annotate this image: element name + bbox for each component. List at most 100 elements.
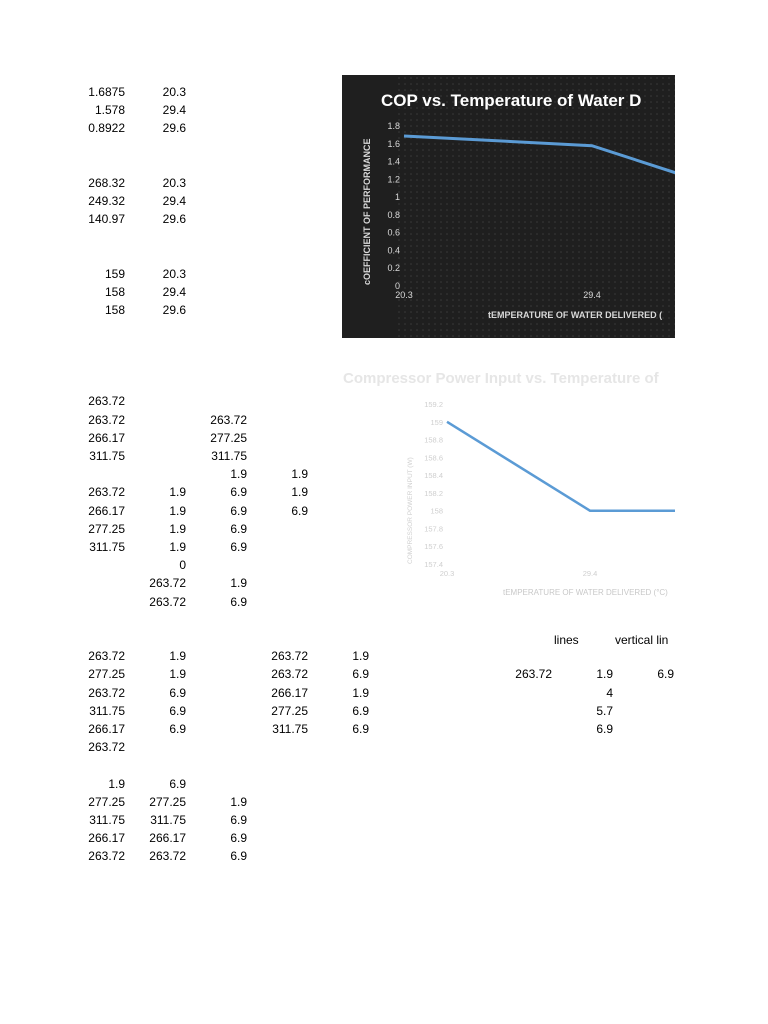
cell-r36-c1[interactable]: 266.17: [88, 722, 125, 736]
cell-r20-c3[interactable]: 277.25: [210, 430, 247, 445]
cell-r34-c8[interactable]: 4: [606, 685, 613, 700]
cell-r23-c4[interactable]: 1.9: [291, 485, 308, 500]
cell-r29-c3[interactable]: 6.9: [230, 594, 247, 609]
cell-r18-c1[interactable]: 263.72: [88, 394, 125, 409]
cell-r6-c1[interactable]: 268.32: [88, 176, 125, 190]
y-tick-label: 159: [430, 418, 443, 427]
cell-r7-c1[interactable]: 249.32: [88, 194, 125, 209]
cell-r33-c5[interactable]: 6.9: [352, 667, 369, 682]
cell-r24-c4[interactable]: 6.9: [291, 503, 308, 518]
cell-r21-c3[interactable]: 311.75: [211, 449, 247, 463]
cell-r33-c2[interactable]: 1.9: [169, 667, 186, 682]
cell-r35-c1[interactable]: 311.75: [89, 703, 125, 718]
cell-r11-c2[interactable]: 20.3: [162, 267, 186, 281]
cell-r24-c3[interactable]: 6.9: [230, 503, 247, 518]
cell-r21-c1[interactable]: 311.75: [89, 449, 125, 463]
cell-r1-c1[interactable]: 1.6875: [88, 85, 125, 99]
cell-r35-c5[interactable]: 6.9: [352, 703, 369, 718]
cell-r22-c3[interactable]: 1.9: [230, 467, 247, 482]
y-tick-label: 157.6: [424, 542, 443, 551]
cell-r37-c1[interactable]: 263.72: [88, 740, 125, 755]
y-tick-label: 1.4: [387, 157, 400, 167]
cell-r25-c3[interactable]: 6.9: [230, 521, 247, 536]
cell-r26-c1[interactable]: 311.75: [89, 540, 125, 554]
cell-r43-c1[interactable]: 263.72: [88, 849, 125, 864]
cell-r33-c1[interactable]: 277.25: [88, 667, 125, 682]
cell-r23-c3[interactable]: 6.9: [230, 485, 247, 500]
cell-r36-c5[interactable]: 6.9: [352, 722, 369, 736]
cell-r25-c2[interactable]: 1.9: [169, 521, 186, 536]
cell-r35-c4[interactable]: 277.25: [271, 703, 308, 718]
cell-r36-c4[interactable]: 311.75: [272, 722, 308, 736]
header-vertical-lines: vertical lin: [615, 633, 669, 647]
cell-r8-c1[interactable]: 140.97: [88, 212, 125, 227]
cell-r32-c2[interactable]: 1.9: [169, 649, 186, 664]
cell-r8-c2[interactable]: 29.6: [162, 212, 186, 227]
cell-r42-c1[interactable]: 266.17: [88, 831, 125, 846]
cell-r34-c4[interactable]: 266.17: [271, 685, 308, 700]
cell-r19-c3[interactable]: 263.72: [210, 412, 247, 427]
y-tick-label: 0.4: [387, 245, 400, 255]
cell-r36-c2[interactable]: 6.9: [169, 722, 186, 736]
cell-r12-c2[interactable]: 29.4: [162, 285, 186, 300]
cell-r42-c2[interactable]: 266.17: [149, 831, 186, 846]
cell-r39-c2[interactable]: 6.9: [169, 776, 186, 791]
cell-r35-c2[interactable]: 6.9: [169, 703, 186, 718]
cell-r34-c1[interactable]: 263.72: [88, 685, 125, 700]
cell-r40-c1[interactable]: 277.25: [88, 794, 125, 809]
cell-r40-c2[interactable]: 277.25: [149, 794, 186, 809]
cell-r11-c1[interactable]: 159: [104, 267, 125, 281]
cell-r39-c1[interactable]: 1.9: [108, 776, 125, 791]
cell-r33-c9[interactable]: 6.9: [657, 667, 674, 682]
series-line: [403, 134, 675, 175]
cell-r3-c2[interactable]: 29.6: [162, 121, 186, 136]
cell-r34-c5[interactable]: 1.9: [352, 685, 369, 700]
cell-r3-c1[interactable]: 0.8922: [88, 121, 125, 136]
cell-r13-c2[interactable]: 29.6: [162, 303, 186, 318]
cell-r26-c2[interactable]: 1.9: [169, 540, 186, 554]
cell-r24-c2[interactable]: 1.9: [169, 503, 186, 518]
cell-r12-c1[interactable]: 158: [104, 285, 125, 300]
cell-r22-c4[interactable]: 1.9: [291, 467, 308, 482]
compressor-power-chart[interactable]: Compressor Power Input vs. Temperature o…: [342, 362, 675, 612]
cell-r32-c1[interactable]: 263.72: [88, 649, 125, 664]
cell-r29-c2[interactable]: 263.72: [149, 594, 186, 609]
compressor-chart-svg: Compressor Power Input vs. Temperature o…: [343, 370, 675, 597]
cell-r32-c4[interactable]: 263.72: [271, 649, 308, 664]
x-tick-label: 29.4: [583, 290, 601, 300]
cell-r2-c2[interactable]: 29.4: [162, 103, 186, 118]
cell-r25-c1[interactable]: 277.25: [88, 521, 125, 536]
cell-r43-c3[interactable]: 6.9: [230, 849, 247, 864]
cell-r23-c2[interactable]: 1.9: [169, 485, 186, 500]
cell-r24-c1[interactable]: 266.17: [88, 503, 125, 518]
cell-r13-c1[interactable]: 158: [104, 303, 125, 318]
cell-r41-c3[interactable]: 6.9: [230, 813, 247, 827]
cell-r2-c1[interactable]: 1.578: [94, 103, 125, 118]
cell-r19-c1[interactable]: 263.72: [88, 412, 125, 427]
cell-r35-c8[interactable]: 5.7: [596, 703, 613, 718]
cell-r41-c1[interactable]: 311.75: [89, 813, 125, 827]
cell-r32-c5[interactable]: 1.9: [352, 649, 369, 664]
cell-r26-c3[interactable]: 6.9: [230, 540, 247, 554]
y-axis-label: cOEFFICIENT OF PERFORMANCE: [362, 138, 372, 285]
cell-r28-c2[interactable]: 263.72: [149, 576, 186, 591]
cell-r27-c2[interactable]: 0: [179, 558, 186, 573]
y-tick-label: 0.2: [387, 263, 400, 273]
cell-r20-c1[interactable]: 266.17: [88, 430, 125, 445]
cell-r1-c2[interactable]: 20.3: [162, 85, 186, 99]
cell-r33-c8[interactable]: 1.9: [596, 667, 613, 682]
cell-r23-c1[interactable]: 263.72: [88, 485, 125, 500]
cell-r40-c3[interactable]: 1.9: [230, 794, 247, 809]
cell-r41-c2[interactable]: 311.75: [150, 813, 186, 827]
cell-r6-c2[interactable]: 20.3: [162, 176, 186, 190]
cell-r42-c3[interactable]: 6.9: [230, 831, 247, 846]
cell-r36-c8[interactable]: 6.9: [596, 722, 613, 736]
cell-r28-c3[interactable]: 1.9: [230, 576, 247, 591]
cell-r43-c2[interactable]: 263.72: [149, 849, 186, 864]
cop-chart[interactable]: COP vs. Temperature of Water D cOEFFICIE…: [342, 75, 675, 338]
cell-r7-c2[interactable]: 29.4: [162, 194, 186, 209]
cell-r33-c7[interactable]: 263.72: [515, 667, 552, 682]
cell-r33-c4[interactable]: 263.72: [271, 667, 308, 682]
cell-r34-c2[interactable]: 6.9: [169, 685, 186, 700]
cop-chart-svg: COP vs. Temperature of Water D cOEFFICIE…: [362, 75, 675, 338]
